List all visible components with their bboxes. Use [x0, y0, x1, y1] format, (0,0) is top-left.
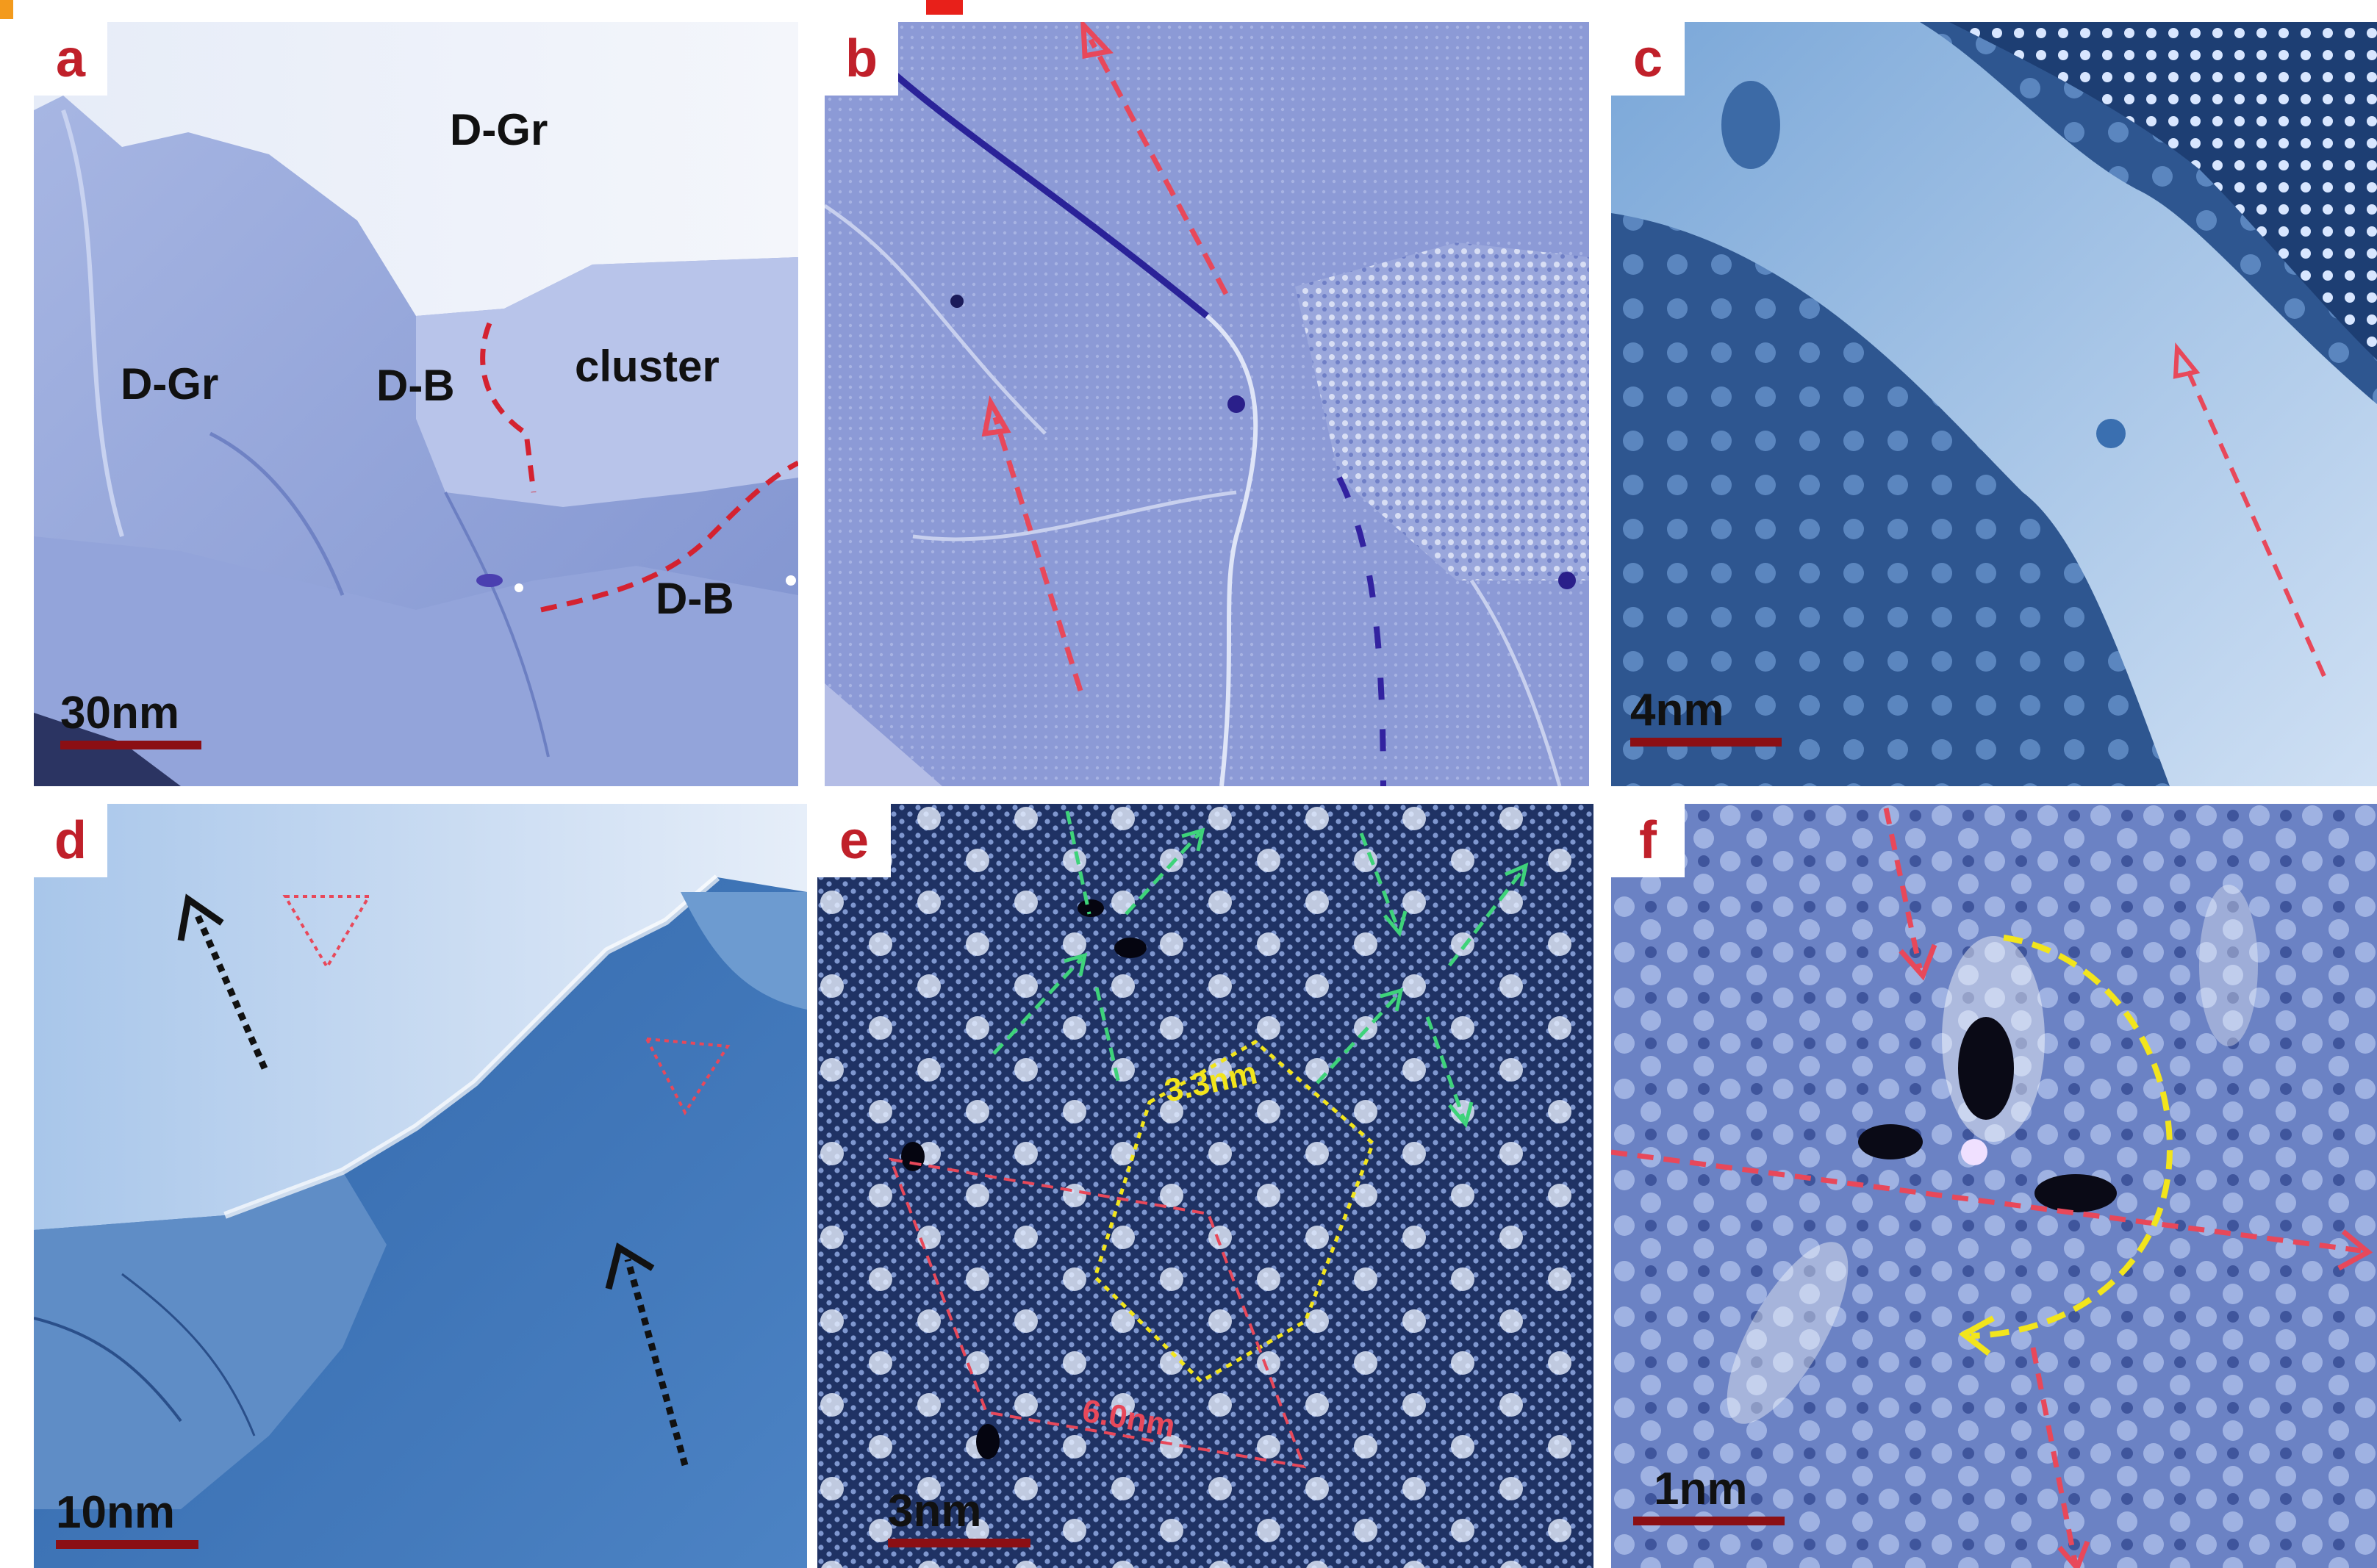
panel-d-label: d: [34, 804, 107, 877]
panel-e: e 3.3nm 6.0nm 3nm: [817, 804, 1593, 1568]
panel-c: c 4nm: [1611, 22, 2377, 786]
panel-c-label: c: [1611, 22, 1685, 96]
panel-b: b: [825, 22, 1589, 786]
panel-c-scale-text: 4nm: [1630, 685, 1724, 736]
panel-a-label: a: [34, 22, 107, 96]
panel-a-scale-text: 30nm: [60, 688, 179, 738]
panel-d-scale-text: 10nm: [56, 1487, 175, 1538]
panel-d: d 10nm: [34, 804, 807, 1568]
region-label-db-mid: D-B: [376, 361, 455, 410]
panel-a-scale-line: [60, 741, 201, 749]
panel-c-scale-bar: 4nm: [1630, 688, 1782, 747]
panel-e-scale-text: 3nm: [888, 1486, 982, 1536]
panel-f-scale-line: [1633, 1517, 1785, 1525]
panel-a-image: [34, 22, 798, 786]
panel-e-image: [817, 804, 1593, 1568]
panel-d-scale-line: [56, 1540, 198, 1549]
top-left-orange-mark: [0, 0, 13, 19]
panel-a: a D-Gr D-Gr D-B cluster D-B 30nm: [34, 22, 798, 786]
panel-f-label: f: [1611, 804, 1685, 877]
panel-b-label: b: [825, 22, 898, 96]
region-label-db-bottom: D-B: [656, 574, 734, 623]
region-label-dgr-left: D-Gr: [121, 359, 219, 409]
panel-f-image: [1611, 804, 2377, 1568]
region-label-dgr-top: D-Gr: [450, 105, 548, 154]
panel-e-scale-line: [888, 1539, 1030, 1547]
top-red-mark: [926, 0, 963, 15]
panel-f: f 1nm: [1611, 804, 2377, 1568]
panel-e-scale-bar: 3nm: [888, 1489, 1030, 1547]
panel-a-scale-bar: 30nm: [60, 691, 201, 749]
panel-e-label: e: [817, 804, 891, 877]
panel-f-scale-text: 1nm: [1654, 1464, 1748, 1514]
panel-b-image: [825, 22, 1589, 786]
region-label-cluster: cluster: [575, 342, 720, 391]
panel-d-image: [34, 804, 807, 1568]
panel-f-scale-bar: 1nm: [1633, 1467, 1785, 1525]
panel-c-scale-line: [1630, 738, 1782, 747]
panel-d-scale-bar: 10nm: [56, 1490, 198, 1549]
panel-c-image: [1611, 22, 2377, 786]
